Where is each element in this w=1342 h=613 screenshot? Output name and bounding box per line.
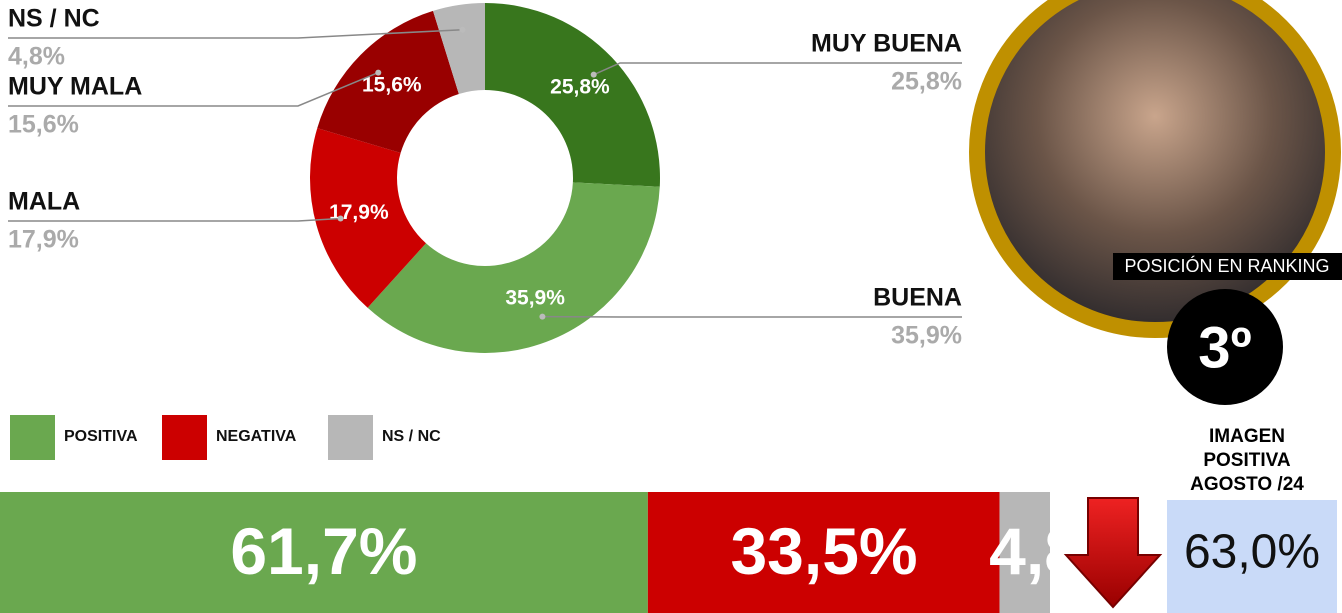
leader-line (8, 71, 379, 107)
leader-line (8, 217, 341, 222)
bar-segment (999, 492, 1050, 613)
leader-line (593, 62, 962, 76)
value-label: 4,8% (8, 43, 65, 71)
ranking-badge (1167, 289, 1283, 405)
slice-label: 25,8% (550, 75, 610, 98)
previous-box (1167, 500, 1337, 613)
value-label: 35,9% (891, 322, 962, 350)
slice-label: 17,9% (329, 201, 389, 224)
previous-value: 63,0% (1184, 526, 1320, 579)
legend-swatch (162, 415, 207, 460)
leader-dot (539, 313, 546, 320)
previous-title: IMAGEN (1209, 426, 1285, 447)
stacked-bar: 61,7% 33,5% 4,8% (0, 492, 1139, 613)
ranking-label: POSICIÓN EN RANKING (1124, 255, 1329, 276)
donut-slice (310, 128, 426, 308)
leader-line (8, 28, 463, 39)
donut-slice (485, 3, 660, 187)
value-label: 17,9% (8, 226, 79, 254)
bar-segment (647, 492, 1000, 613)
donut-slice (367, 182, 660, 353)
legend-swatch (10, 415, 55, 460)
legend-label: NS / NC (382, 428, 441, 445)
donut-slice (433, 3, 485, 94)
slice-label: 15,6% (362, 73, 422, 96)
category-label: BUENA (873, 284, 962, 312)
bar-label: 4,8% (989, 514, 1139, 588)
leader-dot (337, 215, 344, 222)
slice-label: 35,9% (505, 287, 565, 310)
bar-label: 33,5% (730, 514, 917, 588)
legend: POSITIVA NEGATIVA NS / NC (10, 415, 441, 460)
category-label: MUY BUENA (811, 30, 962, 58)
ranking-position: 3º (1198, 315, 1251, 380)
donut-slice (317, 10, 459, 153)
bar-label: 61,7% (230, 514, 417, 588)
previous-title: POSITIVA (1203, 450, 1291, 471)
category-label: NS / NC (8, 5, 100, 33)
legend-swatch (328, 415, 373, 460)
leader-dot (590, 71, 597, 78)
donut-chart: 25,8% MUY BUENA 25,8% 35,9% BUENA 35,9% 17,9% M… (8, 3, 962, 353)
ranking-label-bg (1113, 253, 1342, 280)
leader-dot (459, 26, 466, 33)
category-label: MALA (8, 188, 80, 216)
portrait (969, 0, 1341, 338)
previous-title: AGOSTO /24 (1190, 474, 1304, 495)
category-label: MUY MALA (8, 73, 142, 101)
legend-label: NEGATIVA (216, 428, 297, 445)
value-label: 25,8% (891, 68, 962, 96)
value-label: 15,6% (8, 111, 79, 139)
bar-segment (0, 492, 648, 613)
legend-label: POSITIVA (64, 428, 138, 445)
leader-dot (375, 69, 382, 76)
trend-arrow (1063, 497, 1163, 609)
